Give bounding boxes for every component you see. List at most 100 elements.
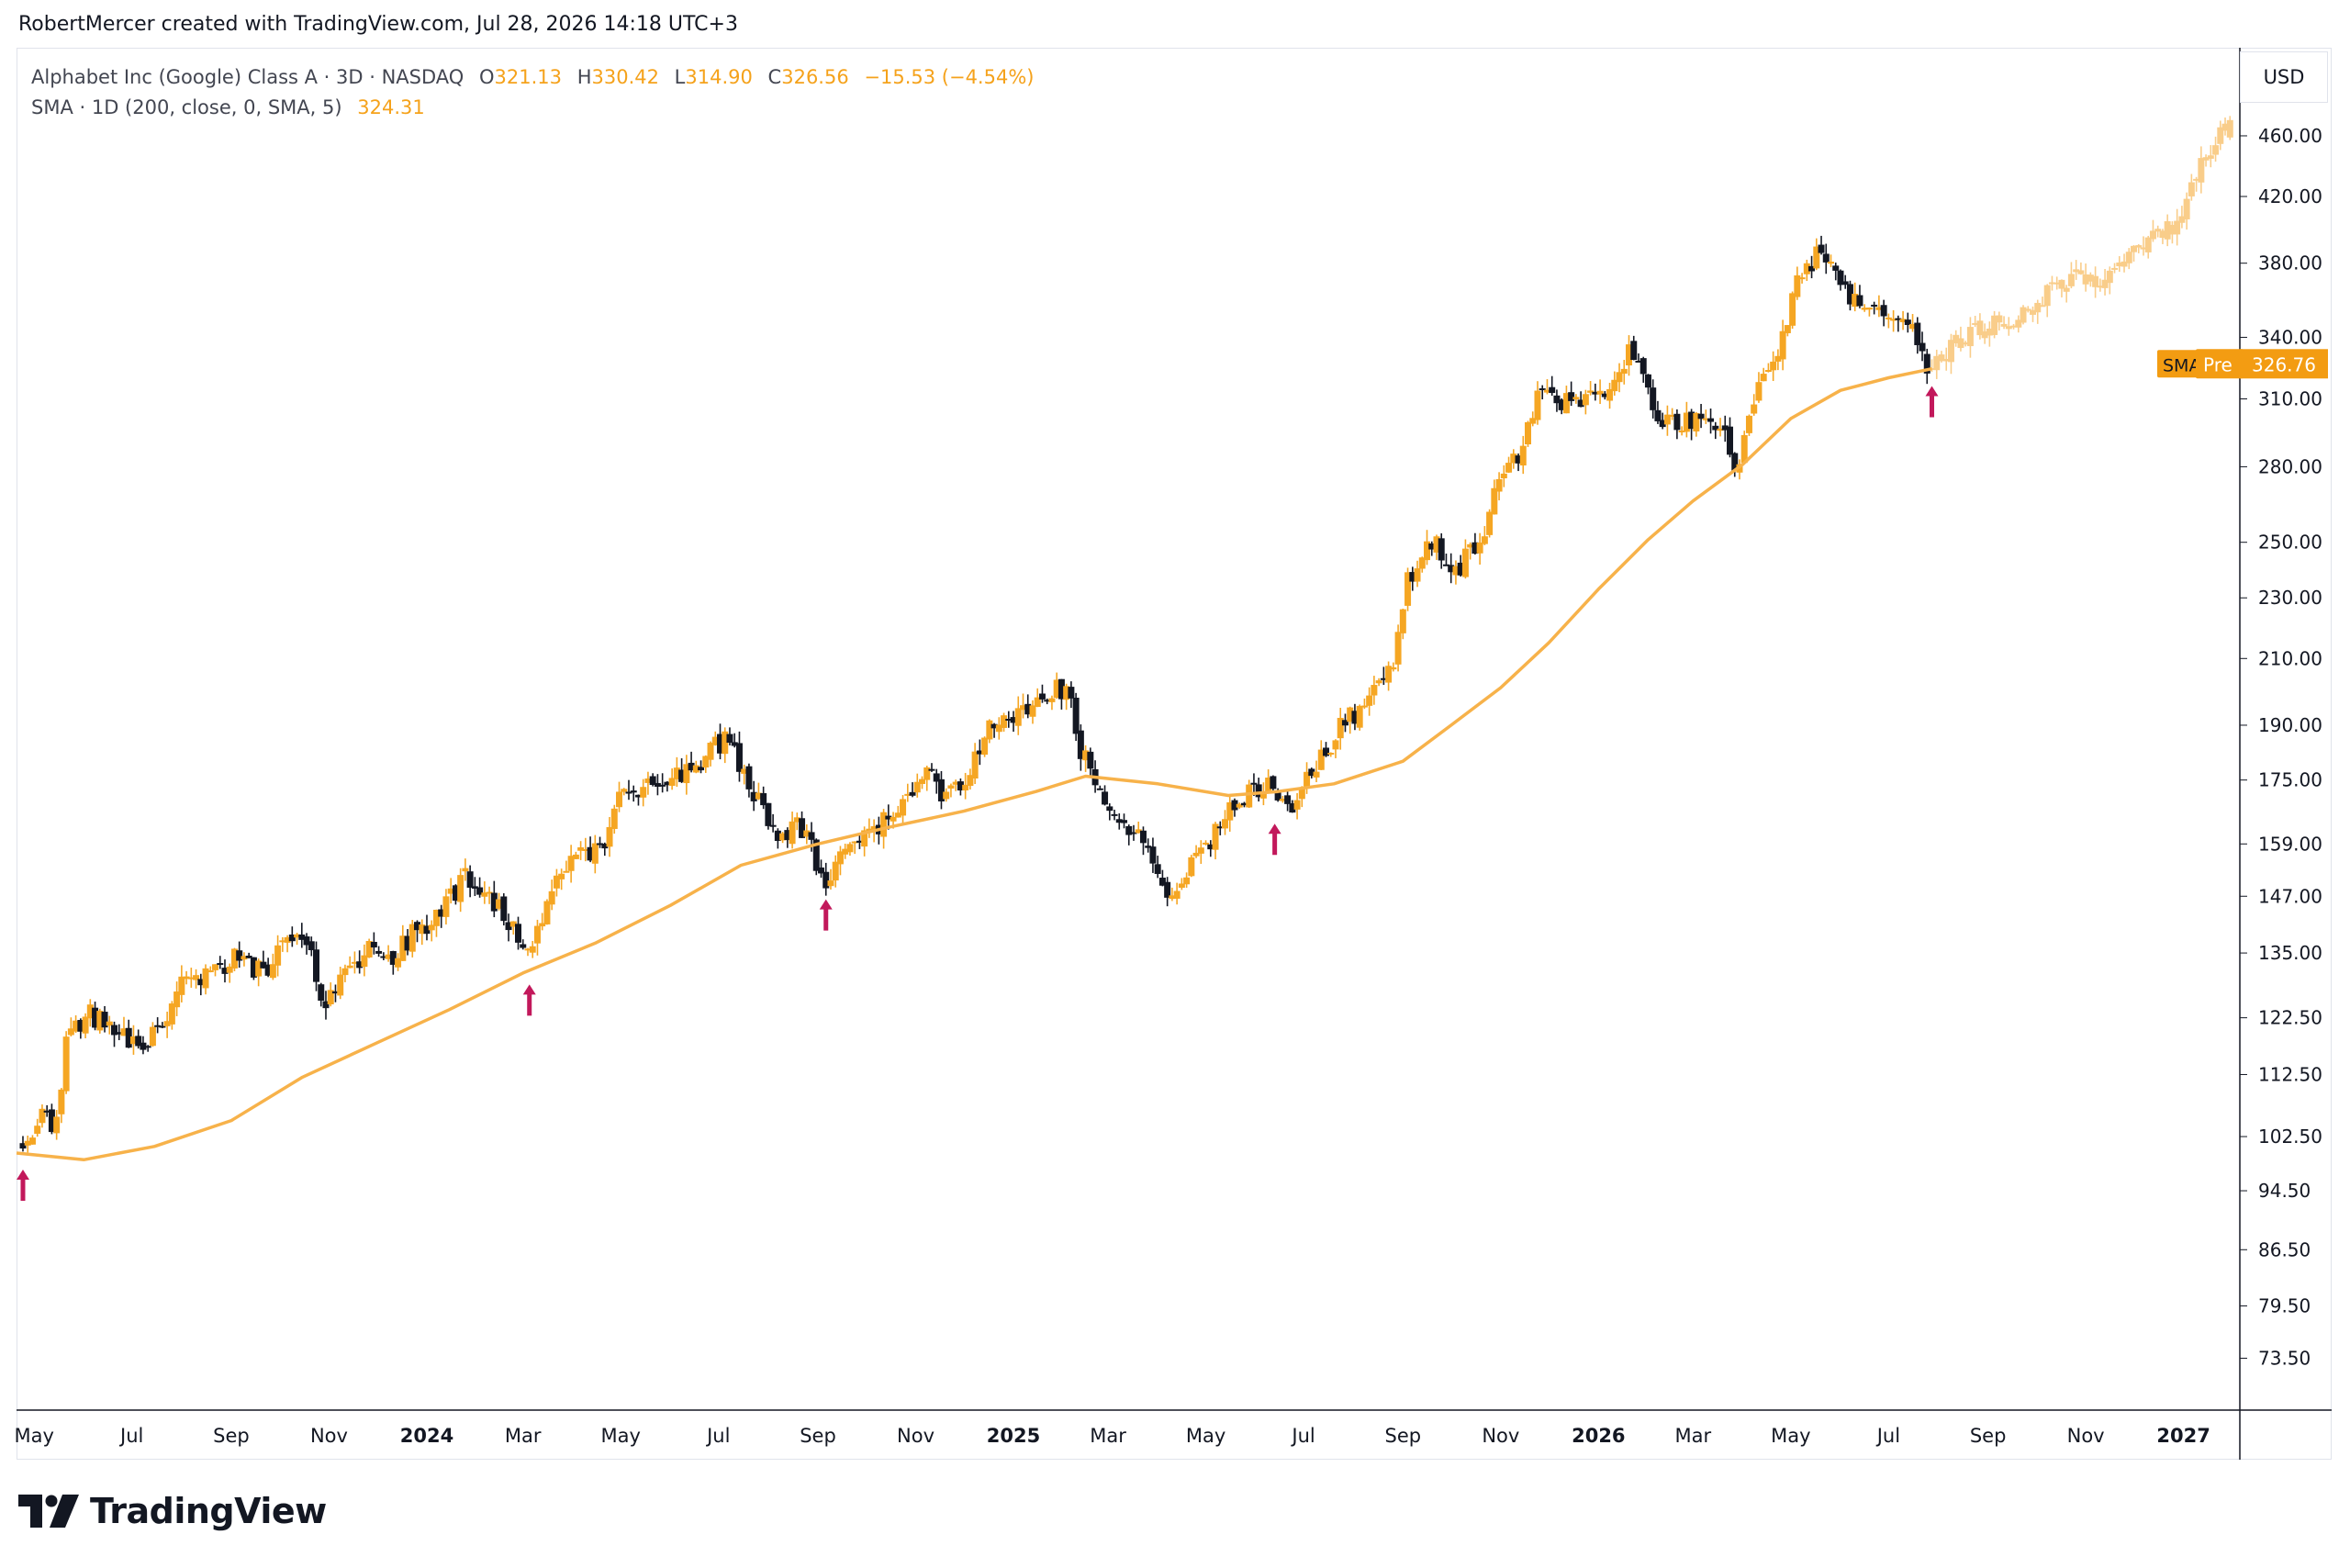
candle — [654, 782, 661, 787]
candle — [1192, 852, 1200, 857]
candle — [1077, 730, 1084, 759]
candle — [168, 1003, 175, 1025]
candle — [404, 935, 411, 951]
candle — [900, 799, 907, 816]
candle — [702, 756, 710, 767]
candle — [1789, 293, 1796, 326]
indicator-legend-row[interactable]: SMA · 1D (200, close, 0, SMA, 5) 324.31 — [31, 93, 1034, 123]
x-tick-label: Nov — [1482, 1425, 1519, 1447]
candle — [1428, 543, 1436, 550]
projection-candle — [2168, 224, 2176, 235]
candle — [1356, 705, 1363, 728]
projection-candle — [2202, 157, 2210, 161]
candle — [423, 925, 431, 935]
candle — [1577, 399, 1584, 408]
candle — [28, 1137, 36, 1145]
candle — [913, 781, 921, 793]
x-tick-label: 2025 — [987, 1425, 1040, 1447]
symbol-legend-row[interactable]: Alphabet Inc (Google) Class A · 3D · NAS… — [31, 62, 1034, 93]
candle — [760, 792, 767, 806]
projection-candle — [2183, 198, 2190, 219]
candle — [553, 875, 560, 889]
candle — [1178, 883, 1185, 889]
touch-arrow-icon — [819, 899, 833, 931]
y-tick-label: 190.00 — [2258, 714, 2322, 736]
candle — [1481, 536, 1488, 544]
candle — [318, 984, 325, 1002]
candle — [1313, 771, 1320, 778]
projection-candle — [2077, 270, 2085, 274]
projection-candle — [2111, 267, 2119, 270]
candle — [548, 890, 555, 905]
candle — [644, 778, 652, 783]
projection-candle — [2116, 262, 2123, 267]
x-tick-label: Mar — [505, 1425, 542, 1447]
candle — [1183, 877, 1191, 885]
candle — [885, 815, 892, 820]
candle — [294, 934, 301, 938]
candle — [1678, 430, 1685, 432]
y-tick-label: 340.00 — [2258, 326, 2322, 348]
candle — [1044, 700, 1051, 702]
projection-candle — [2005, 326, 2012, 330]
x-tick-label: Nov — [897, 1425, 934, 1447]
candle — [1587, 390, 1595, 393]
touch-arrow-icon — [16, 1169, 29, 1201]
projection-candle — [2039, 305, 2046, 308]
candle — [1323, 747, 1330, 756]
candle — [717, 734, 724, 754]
currency-button[interactable]: USD — [2240, 51, 2328, 103]
candle — [101, 1012, 108, 1028]
candle — [187, 977, 195, 980]
low-value: 314.90 — [685, 66, 753, 88]
candle — [1904, 319, 1911, 325]
candle — [1145, 846, 1152, 848]
candle — [399, 935, 407, 961]
candle — [1712, 425, 1719, 431]
candle — [308, 941, 315, 951]
candle — [313, 949, 320, 982]
candle — [1650, 387, 1657, 410]
candle — [438, 909, 445, 917]
candle — [221, 968, 229, 974]
x-tick-label: May — [1771, 1425, 1810, 1447]
candle — [1731, 453, 1739, 471]
candle — [496, 899, 503, 909]
candle — [284, 936, 291, 943]
candle — [1515, 455, 1522, 464]
sma-line — [16, 366, 1932, 1162]
projection-candle — [1942, 358, 1950, 362]
candle — [1293, 800, 1301, 810]
y-tick-label: 112.50 — [2258, 1063, 2322, 1085]
projection-candle — [2212, 145, 2220, 155]
candle — [1798, 277, 1806, 280]
candle — [563, 870, 570, 873]
projection-candle — [2140, 247, 2147, 250]
y-tick-label: 460.00 — [2258, 125, 2322, 147]
candle — [597, 843, 604, 846]
candle — [395, 958, 402, 968]
candle — [1212, 823, 1219, 850]
candle — [346, 965, 353, 969]
candle — [659, 784, 666, 787]
x-tick-label: Jul — [1290, 1425, 1315, 1447]
tradingview-logo[interactable]: TradingView — [18, 1491, 327, 1531]
candle — [481, 892, 488, 897]
candle — [1764, 370, 1772, 373]
candle — [1409, 572, 1416, 582]
x-tick-label: Mar — [1090, 1425, 1126, 1447]
y-tick-label: 94.50 — [2258, 1180, 2311, 1202]
candle — [832, 861, 839, 881]
candle — [1448, 565, 1455, 573]
candle — [356, 961, 364, 969]
projection-candle — [2135, 245, 2143, 248]
chart-frame[interactable] — [17, 48, 2332, 1460]
candle — [856, 840, 863, 843]
candle — [621, 789, 628, 792]
candle — [870, 826, 878, 831]
candle — [457, 875, 464, 902]
candle — [789, 821, 796, 845]
candle — [1919, 342, 1926, 352]
candle — [1510, 454, 1517, 464]
